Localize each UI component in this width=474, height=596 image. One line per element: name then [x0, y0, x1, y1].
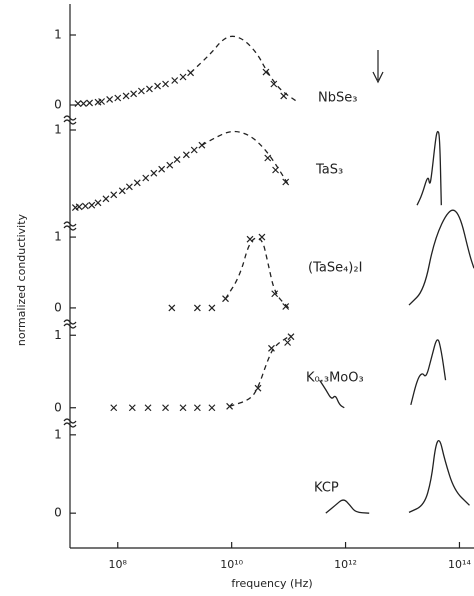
data-point	[179, 404, 187, 412]
solid-line	[325, 499, 370, 514]
data-point	[270, 80, 278, 88]
data-point	[268, 344, 275, 352]
data-point	[193, 404, 201, 412]
y-tick-label: 1	[54, 427, 62, 441]
data-point	[282, 178, 290, 186]
panel-label: NbSe₃	[318, 91, 357, 106]
panel-label: (TaSe₄)₂I	[308, 261, 362, 276]
x-tick-label: 10¹⁰	[220, 558, 243, 571]
data-point	[110, 404, 118, 412]
data-point	[110, 191, 118, 199]
data-point	[102, 195, 110, 203]
data-point	[158, 165, 166, 173]
panel-label: TaS₃	[315, 163, 343, 178]
data-point	[142, 174, 150, 182]
data-point	[150, 169, 158, 177]
arrow	[372, 50, 384, 84]
data-point	[75, 203, 83, 211]
data-point	[125, 183, 133, 191]
data-point	[98, 98, 106, 105]
data-point	[86, 99, 94, 107]
y-tick-label: 1	[54, 28, 62, 42]
panel-label: K₀.₃MoO₃	[306, 371, 364, 386]
data-point	[133, 179, 141, 187]
data-point	[128, 404, 136, 412]
data-point	[287, 333, 295, 341]
data-point	[74, 100, 82, 108]
y-tick-label: 0	[54, 506, 62, 520]
data-point	[146, 85, 153, 93]
data-point	[80, 100, 87, 108]
solid-line	[416, 130, 442, 206]
data-point	[106, 95, 114, 103]
data-point	[94, 199, 102, 207]
solid-line	[319, 379, 345, 409]
y-tick-label: 1	[54, 328, 62, 342]
data-point	[122, 92, 130, 100]
x-tick-label: 10¹²	[334, 558, 357, 571]
data-point	[284, 339, 292, 346]
axis-breaks	[63, 115, 77, 428]
data-point	[114, 94, 122, 102]
data-point	[162, 80, 169, 88]
data-point	[130, 90, 138, 98]
data-point	[190, 146, 198, 154]
y-axis-label: normalized conductivity	[15, 213, 28, 346]
data-point	[88, 201, 96, 209]
data-point	[282, 303, 290, 310]
data-point	[173, 156, 181, 164]
data-point	[254, 384, 262, 392]
x-axis-label: frequency (Hz)	[231, 577, 312, 590]
data-point	[168, 304, 176, 312]
dashed-line	[229, 334, 292, 407]
y-tick-label: 0	[54, 98, 62, 112]
data-point	[208, 404, 216, 412]
data-point	[262, 68, 270, 76]
y-tick-label: 0	[54, 400, 62, 414]
solid-line	[408, 439, 470, 513]
data-point	[144, 404, 152, 412]
solid-line	[408, 209, 474, 306]
data-point	[81, 202, 89, 210]
x-tick-label: 10⁸	[109, 558, 128, 571]
data-point	[137, 87, 145, 95]
data-point	[171, 77, 179, 84]
data-point	[162, 404, 169, 412]
data-point	[193, 304, 201, 312]
data-point	[118, 187, 126, 195]
y-tick-label: 1	[54, 123, 62, 137]
dashed-line	[201, 130, 290, 186]
data-point	[182, 151, 190, 159]
dashed-line	[190, 35, 298, 103]
solid-line	[410, 339, 447, 406]
data-point	[264, 154, 272, 162]
data-point	[166, 161, 174, 169]
x-tick-label: 10¹⁴	[448, 558, 471, 571]
data-point	[179, 73, 187, 81]
dashed-line	[224, 237, 290, 309]
y-tick-label: 0	[54, 300, 62, 314]
data-point	[208, 304, 216, 312]
y-tick-label: 1	[54, 230, 62, 244]
data-point	[154, 82, 161, 90]
data-point	[271, 290, 279, 298]
panel-label: KCP	[314, 481, 339, 496]
